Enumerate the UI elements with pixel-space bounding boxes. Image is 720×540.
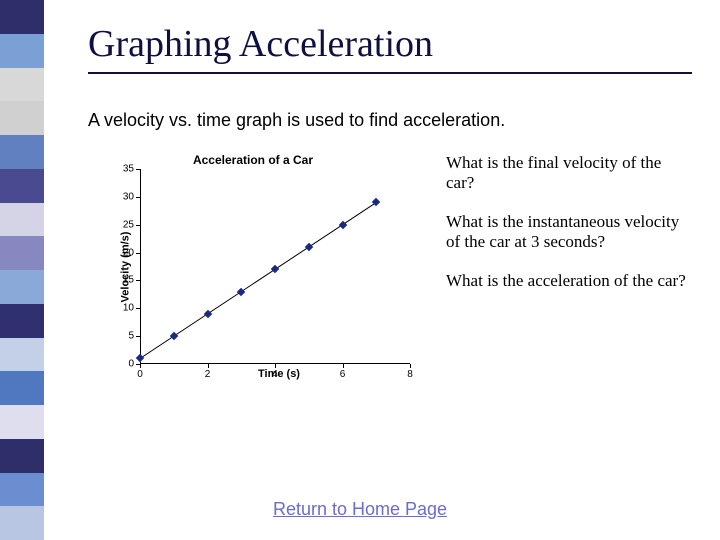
ytick xyxy=(136,225,140,226)
data-point xyxy=(372,198,380,206)
sidebar-block xyxy=(0,338,44,372)
sidebar-block xyxy=(0,304,44,338)
decorative-sidebar xyxy=(0,0,44,540)
ytick xyxy=(136,308,140,309)
sidebar-block xyxy=(0,101,44,135)
subtitle-text: A velocity vs. time graph is used to fin… xyxy=(88,110,692,131)
sidebar-block xyxy=(0,405,44,439)
sidebar-block xyxy=(0,203,44,237)
xtick-label: 4 xyxy=(272,369,278,380)
ytick-label: 0 xyxy=(110,359,134,370)
ytick xyxy=(136,197,140,198)
page-title: Graphing Acceleration xyxy=(88,22,692,74)
sidebar-block xyxy=(0,34,44,68)
ytick-label: 10 xyxy=(110,303,134,314)
chart-ylabel: Velocity (m/s) xyxy=(119,231,131,302)
question-text: What is the final velocity of the car? xyxy=(446,153,692,194)
question-text: What is the instantaneous velocity of th… xyxy=(446,212,692,253)
ytick xyxy=(136,280,140,281)
ytick-label: 15 xyxy=(110,275,134,286)
sidebar-block xyxy=(0,169,44,203)
xtick-label: 2 xyxy=(205,369,211,380)
ytick-label: 35 xyxy=(110,164,134,175)
y-axis xyxy=(140,169,141,364)
ytick-label: 5 xyxy=(110,331,134,342)
xtick xyxy=(275,364,276,368)
xtick xyxy=(410,364,411,368)
sidebar-block xyxy=(0,270,44,304)
question-text: What is the acceleration of the car? xyxy=(446,271,692,291)
ytick xyxy=(136,336,140,337)
xtick-label: 0 xyxy=(137,369,143,380)
sidebar-block xyxy=(0,439,44,473)
sidebar-block xyxy=(0,371,44,405)
velocity-time-chart: Acceleration of a Car Velocity (m/s) 051… xyxy=(88,153,418,413)
xtick xyxy=(140,364,141,368)
ytick xyxy=(136,253,140,254)
ytick-label: 25 xyxy=(110,219,134,230)
ytick-label: 20 xyxy=(110,247,134,258)
question-list: What is the final velocity of the car? W… xyxy=(446,153,692,413)
xtick-label: 8 xyxy=(407,369,413,380)
sidebar-block xyxy=(0,236,44,270)
xtick xyxy=(208,364,209,368)
home-link[interactable]: Return to Home Page xyxy=(0,499,720,520)
sidebar-block xyxy=(0,135,44,169)
xtick xyxy=(343,364,344,368)
ytick-label: 30 xyxy=(110,191,134,202)
slide-content: Graphing Acceleration A velocity vs. tim… xyxy=(88,22,692,413)
chart-title: Acceleration of a Car xyxy=(88,153,418,167)
content-row: Acceleration of a Car Velocity (m/s) 051… xyxy=(88,153,692,413)
ytick xyxy=(136,169,140,170)
plot-area: Velocity (m/s) 0510152025303502468 xyxy=(140,169,410,364)
chart-xlabel: Time (s) xyxy=(140,368,418,380)
sidebar-block xyxy=(0,0,44,34)
sidebar-block xyxy=(0,68,44,102)
xtick-label: 6 xyxy=(340,369,346,380)
